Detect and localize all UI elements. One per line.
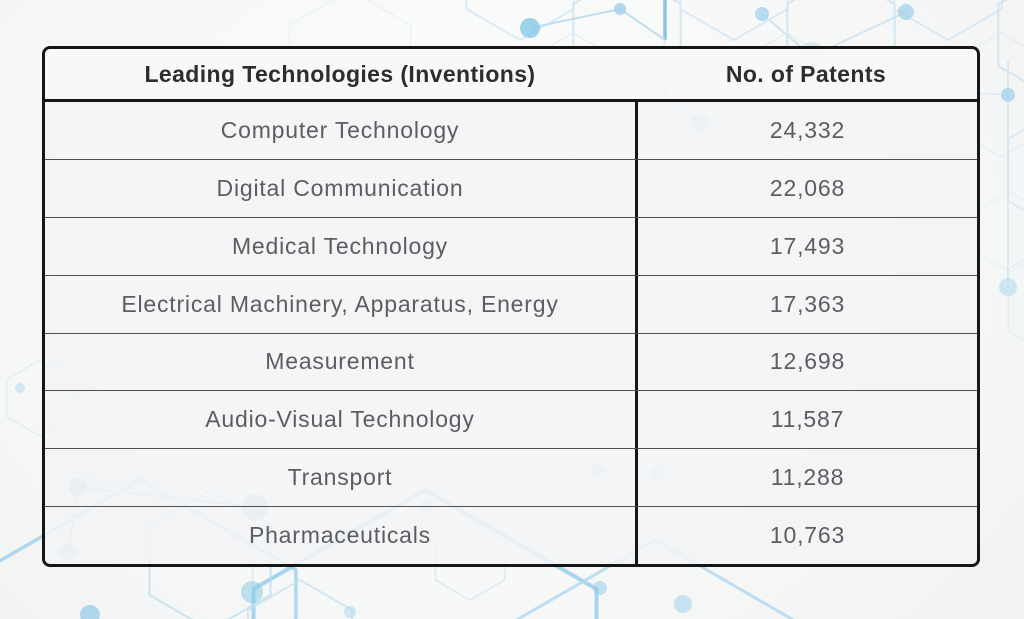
- table-row: Computer Technology 24,332: [45, 102, 977, 159]
- patents-cell: 24,332: [634, 102, 977, 159]
- technology-cell: Pharmaceuticals: [248, 522, 431, 549]
- technology-cell: Electrical Machinery, Apparatus, Energy: [121, 290, 559, 317]
- table-body: Computer Technology 24,332 Digital Commu…: [45, 102, 977, 564]
- patents-cell: 22,068: [634, 159, 977, 217]
- table-row: Measurement 12,698: [45, 332, 977, 391]
- patents-cell: 17,493: [634, 217, 977, 275]
- technology-cell: Audio-Visual Technology: [205, 406, 475, 433]
- technology-cell: Transport: [287, 464, 393, 491]
- table-row: Transport 11,288: [45, 448, 977, 507]
- column-header-patents: No. of Patents: [725, 60, 887, 87]
- technology-cell: Digital Communication: [216, 174, 464, 201]
- column-header-technologies: Leading Technologies (Inventions): [144, 60, 536, 87]
- patents-cell: 10,763: [634, 507, 977, 564]
- technology-cell: Medical Technology: [231, 232, 448, 259]
- table-row: Medical Technology 17,493: [45, 216, 977, 275]
- table-header-row: Leading Technologies (Inventions) No. of…: [45, 49, 977, 102]
- table-row: Digital Communication 22,068: [45, 158, 977, 217]
- patents-table: Leading Technologies (Inventions) No. of…: [42, 46, 980, 567]
- technology-cell: Computer Technology: [220, 116, 460, 143]
- table-row: Electrical Machinery, Apparatus, Energy …: [45, 274, 977, 333]
- patents-cell: 11,288: [634, 449, 977, 507]
- technology-cell: Measurement: [265, 348, 415, 375]
- patents-cell: 12,698: [634, 333, 977, 391]
- patents-cell: 11,587: [634, 391, 977, 449]
- table-row: Pharmaceuticals 10,763: [45, 506, 977, 564]
- patents-cell: 17,363: [634, 275, 977, 333]
- table-row: Audio-Visual Technology 11,587: [45, 390, 977, 449]
